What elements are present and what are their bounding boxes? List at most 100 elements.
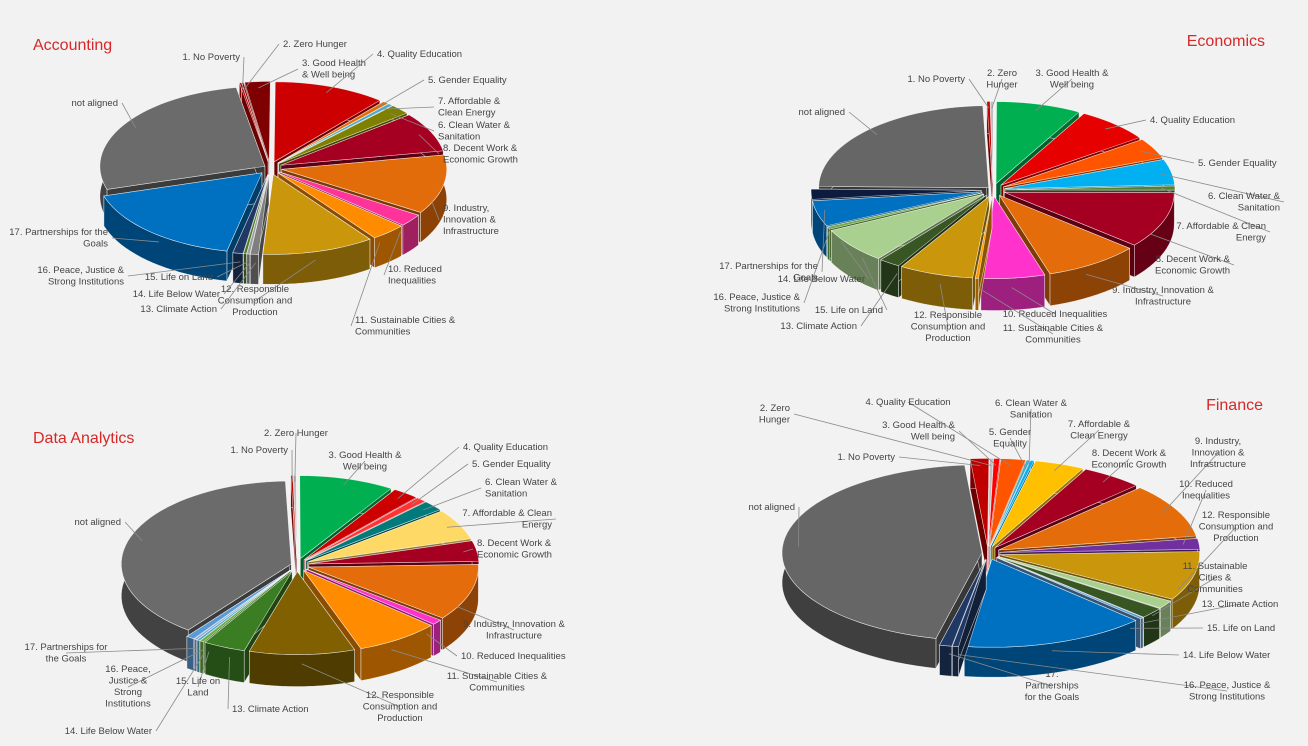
slice-top (121, 480, 292, 631)
slice-top (186, 570, 291, 640)
leader-line (244, 43, 280, 90)
slice-top (997, 556, 1172, 609)
leader-line (381, 106, 435, 110)
slice-label-14-life-below-water: 14. Life Below Water (65, 726, 152, 737)
slice-side (433, 619, 441, 657)
slice-label-4-quality-education: 4. Quality Education (865, 397, 950, 408)
slice-10-reduced-inequalities (980, 195, 1046, 311)
slice-top (280, 114, 444, 166)
slice-1-no-poverty (969, 458, 990, 577)
slice-top (273, 81, 381, 163)
slice-label-10-reduced-inequalities: 10. Reduced Inequalities (388, 264, 442, 287)
slice-top (995, 101, 1080, 185)
leader-line (821, 209, 826, 273)
slice-top (1000, 113, 1141, 186)
slice-label-2-zero-hunger: 2. Zero Hunger (986, 68, 1017, 91)
slice-label-6-clean-water-sanitation: 6. Clean Water & Sanitation (995, 398, 1068, 421)
slice-16-peace-justice-strong-institutions (951, 559, 987, 678)
slice-label-4-quality-education: 4. Quality Education (377, 49, 462, 60)
slice-top (1004, 159, 1175, 189)
slice-top (232, 174, 269, 254)
labels: 1. No Poverty 2. Zero Hunger 3. Good Healt… (9, 39, 518, 338)
chart-title: Accounting (33, 37, 112, 54)
leader-line (258, 68, 299, 89)
slice-label-12-responsible-consumption-and-production: 12. Responsible Consumption and Production (1199, 510, 1273, 544)
leader-line (301, 663, 401, 708)
slice-label-6-clean-water-sanitation: 6. Clean Water & Sanitation (1208, 191, 1281, 214)
slice-top (818, 105, 990, 188)
leader-line (1177, 526, 1237, 590)
leader-line (1161, 187, 1271, 233)
slice-label-16-peace-justice-strong-institutions: 16. Peace, Justice & Strong Institutions (105, 664, 151, 710)
leader-line (343, 460, 366, 486)
slice-top (278, 105, 408, 164)
slice-label-3-good-health-well-being: 3. Good Health & Well being (329, 450, 403, 473)
slice-top (988, 458, 1001, 547)
leader-line (991, 78, 1003, 109)
slice-top (997, 556, 1161, 618)
leader-line (1102, 458, 1130, 483)
leader-line (197, 651, 210, 688)
leader-line (223, 262, 251, 295)
chart-accounting: Accounting 1. No Poverty 2. Zero Hunger 3. … (9, 37, 518, 338)
slice-label-2-zero-hunger: 2. Zero Hunger (759, 403, 790, 426)
slice-label-11-sustainable-cities-communities: 11. Sustainable Cities & Communities (1183, 561, 1248, 595)
slice-label-2-zero-hunger: 2. Zero Hunger (283, 39, 347, 50)
slice-13-climate-action (249, 174, 270, 285)
slice-top (244, 81, 271, 162)
slice-label-13-climate-action: 13. Climate Action (1202, 599, 1279, 610)
slice-14-life-below-water (963, 558, 1137, 678)
slice-top (830, 193, 984, 259)
slice-side (980, 274, 1046, 311)
leader-line (418, 134, 440, 155)
slice-top (281, 154, 448, 213)
slice-12-responsible-consumption-and-production (262, 173, 371, 285)
slice-label-8-decent-work-economic-growth: 8. Decent Work & Economic Growth (1155, 254, 1231, 277)
slice-label-not-aligned: not aligned (749, 502, 795, 513)
slice-label-not-aligned: not aligned (72, 98, 118, 109)
slice-12-responsible-consumption-and-production (248, 570, 356, 687)
slice-label-7-affordable-clean-energy: 7. Affordable & Clean Energy (462, 508, 552, 531)
leader-line (227, 657, 230, 710)
leader-line (1011, 287, 1056, 315)
slice-label-not-aligned: not aligned (75, 517, 121, 528)
slice-top (974, 196, 993, 279)
slice-side (880, 259, 899, 299)
slice-top (986, 101, 993, 184)
slice-label-15-life-on-land: 15. Life on Land (815, 305, 883, 316)
slice-label-10-reduced-inequalities: 10. Reduced Inequalities (1179, 479, 1233, 502)
slice-label-1-no-poverty: 1. No Poverty (230, 445, 288, 456)
leader-line (1139, 603, 1241, 624)
slice-label-17-partnerships-for-the-goals: 17. Partnerships for the Goals (25, 642, 108, 665)
slice-top (249, 174, 270, 255)
slice-top (900, 195, 990, 279)
leader-line (397, 446, 460, 499)
slice-label-14-life-below-water: 14. Life Below Water (133, 289, 220, 300)
slice-label-9-industry-innovation-infrastructure: 9. Industry, Innovation & Infrastructure (1190, 436, 1246, 470)
leader-line (426, 633, 458, 657)
slice-top (1004, 185, 1176, 191)
slice-label-17-partnerships-for-the-goals: 17. Partnerships for the Goals (9, 227, 108, 250)
slice-top (279, 171, 420, 226)
slice-label-7-affordable-clean-energy: 7. Affordable & Clean Energy (1068, 419, 1131, 442)
chart-economics: Economics 1. No Poverty 2. Zero Hunger 3. Go… (713, 33, 1285, 346)
slice-label-4-quality-education: 4. Quality Education (463, 442, 548, 453)
slice-label-14-life-below-water: 14. Life Below Water (1183, 650, 1270, 661)
chart-title: Data Analytics (33, 430, 134, 447)
leader-line (254, 259, 316, 302)
slice-side (952, 645, 959, 678)
slice-label-8-decent-work-economic-growth: 8. Decent Work & Economic Growth (1092, 448, 1167, 471)
slice-top (989, 458, 1027, 547)
slice-top (1004, 191, 1175, 246)
slice-label-3-good-health-well-being: 3. Good Health & Well being (1036, 68, 1110, 91)
slice-label-17-partnerships-for-the-goals: 17. Partnerships for the Goals (719, 261, 818, 284)
slice-top (1003, 139, 1163, 188)
slice-label-5-gender-equality: 5. Gender Equality (428, 75, 507, 86)
leader-line (422, 487, 482, 511)
slice-label-3-good-health-well-being: 3. Good Health & Well being (302, 58, 366, 81)
leader-line (968, 78, 990, 109)
leader-line (463, 548, 474, 553)
slice-label-13-climate-action: 13. Climate Action (140, 304, 217, 315)
slice-side (186, 635, 195, 672)
